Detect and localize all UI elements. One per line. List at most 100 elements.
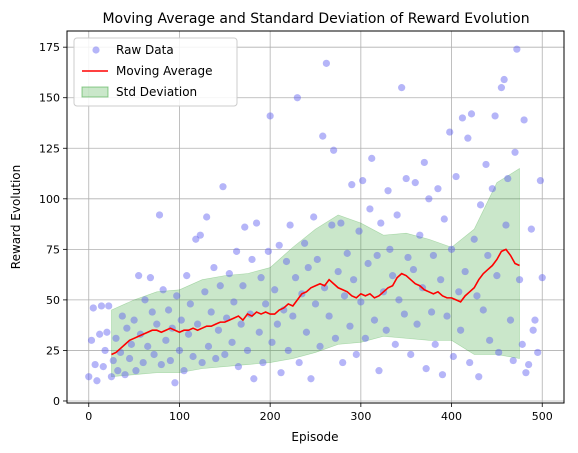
raw-data-point	[429, 251, 438, 260]
raw-data-point	[101, 346, 109, 355]
raw-data-point	[107, 373, 116, 381]
raw-data-point	[504, 174, 512, 183]
raw-data-point	[234, 363, 243, 371]
x-tick-label: 100	[169, 410, 190, 423]
raw-data-point	[289, 312, 297, 320]
raw-data-point	[470, 235, 478, 243]
raw-data-point	[384, 187, 392, 195]
legend-box	[73, 37, 238, 107]
raw-data-point	[186, 300, 194, 308]
axes-frame	[66, 30, 565, 404]
raw-data-point	[114, 367, 122, 375]
raw-data-point	[343, 249, 351, 257]
raw-data-point	[153, 320, 161, 328]
raw-data-point	[375, 367, 383, 375]
raw-data-point	[243, 346, 252, 355]
raw-data-point	[132, 367, 140, 375]
raw-data-point	[239, 282, 247, 290]
raw-data-point	[511, 148, 519, 156]
raw-data-point	[370, 316, 379, 324]
raw-data-point	[515, 276, 524, 284]
raw-data-point	[232, 247, 241, 255]
raw-data-point	[361, 334, 369, 342]
raw-data-point	[96, 330, 104, 338]
raw-data-point	[486, 336, 494, 344]
raw-data-point	[189, 352, 197, 361]
raw-data-point	[196, 231, 204, 239]
raw-data-point	[391, 340, 399, 348]
raw-data-point	[368, 154, 376, 162]
raw-data-point	[476, 201, 485, 209]
raw-data-point	[164, 306, 173, 314]
raw-data-point	[482, 160, 490, 169]
raw-data-point	[402, 174, 410, 183]
raw-data-point	[155, 211, 164, 219]
grid	[67, 31, 564, 403]
raw-data-point	[259, 358, 267, 367]
y-tick-label: 100	[39, 193, 60, 206]
raw-data-point	[105, 302, 113, 310]
raw-data-point	[488, 185, 496, 193]
y-tick-label: 0	[53, 395, 60, 408]
raw-data-point	[252, 219, 261, 227]
y-tick-label: 50	[46, 294, 60, 307]
raw-data-point	[325, 312, 333, 320]
raw-data-point	[162, 336, 170, 344]
raw-data-point	[91, 360, 99, 369]
raw-data-point	[103, 328, 111, 336]
raw-data-point	[330, 146, 338, 154]
y-tick-label: 125	[39, 142, 60, 155]
legend-patch-std-deviation	[81, 86, 109, 98]
raw-data-point	[319, 132, 327, 140]
raw-data-point	[518, 340, 526, 348]
raw-data-point	[437, 276, 445, 284]
raw-data-point	[146, 274, 155, 282]
raw-data-point	[93, 377, 101, 385]
raw-data-point	[500, 75, 508, 84]
raw-data-point	[411, 179, 419, 187]
legend-label: Std Deviation	[116, 85, 197, 99]
raw-data-point	[180, 367, 188, 375]
raw-data-point	[536, 177, 545, 185]
raw-data-point	[85, 373, 93, 381]
x-axis-label: Episode	[291, 430, 338, 444]
raw-data-point	[255, 328, 263, 336]
raw-data-point	[434, 185, 442, 193]
raw-data-point	[322, 59, 330, 67]
raw-data-point	[284, 346, 292, 355]
raw-data-point	[264, 247, 272, 255]
raw-data-point	[531, 316, 539, 324]
legend-marker-raw-data	[92, 46, 100, 54]
raw-data-point	[393, 211, 401, 219]
raw-data-point	[159, 286, 167, 294]
y-axis-label: Reward Evolution	[9, 165, 23, 269]
raw-data-point	[313, 255, 321, 264]
raw-data-point	[366, 205, 374, 213]
raw-data-point	[219, 183, 227, 191]
raw-data-point	[139, 358, 147, 367]
raw-data-point	[214, 326, 223, 334]
raw-data-point	[286, 221, 294, 229]
raw-data-point	[398, 84, 406, 92]
raw-data-point	[198, 358, 206, 367]
raw-data-point	[458, 114, 467, 122]
x-tick-label: 200	[260, 410, 281, 423]
raw-data-point	[99, 363, 107, 371]
raw-data-point	[346, 322, 354, 330]
raw-data-point	[377, 219, 385, 227]
raw-data-point	[121, 371, 129, 379]
raw-data-point	[302, 328, 311, 336]
raw-data-point	[409, 265, 418, 274]
raw-data-point	[304, 263, 312, 272]
raw-data-point	[337, 219, 345, 227]
moving-average-line	[111, 248, 520, 356]
raw-data-point	[452, 172, 460, 181]
raw-data-point	[513, 45, 521, 53]
raw-data-point	[310, 213, 318, 221]
raw-data-point	[135, 272, 143, 280]
legend: Raw Data Moving Average Std Deviation	[73, 37, 238, 107]
raw-data-point	[340, 292, 349, 300]
raw-data-point	[183, 272, 191, 280]
raw-data-point	[87, 336, 96, 344]
